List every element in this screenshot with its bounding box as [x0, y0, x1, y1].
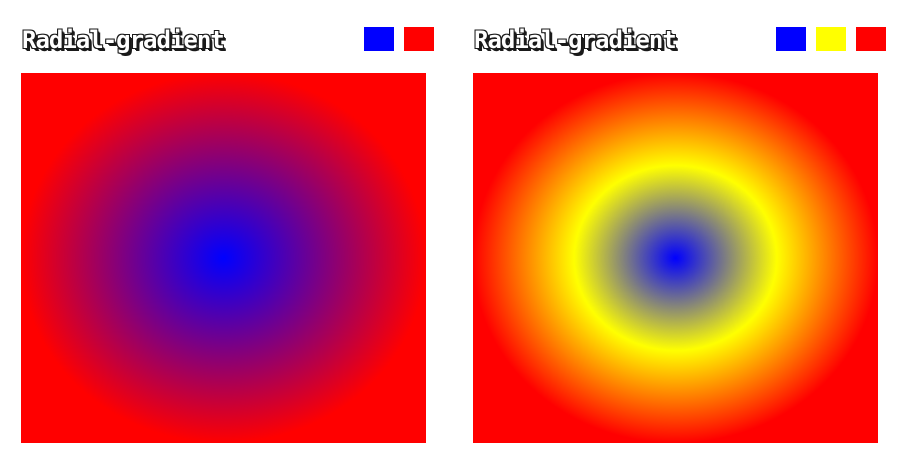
- color-swatch-yellow: [816, 27, 846, 51]
- panel-title: Radial-gradient: [21, 25, 226, 55]
- gradient-panel-two-stop: Radial-gradient: [14, 0, 434, 475]
- radial-gradient-preview: [473, 73, 878, 443]
- color-swatch-blue: [776, 27, 806, 51]
- panel-title: Radial-gradient: [473, 25, 678, 55]
- color-swatches: [364, 27, 434, 51]
- color-swatch-red: [404, 27, 434, 51]
- gradient-panel-three-stop: Radial-gradient: [466, 0, 886, 475]
- color-swatch-red: [856, 27, 886, 51]
- color-swatches: [776, 27, 886, 51]
- color-swatch-blue: [364, 27, 394, 51]
- radial-gradient-preview: [21, 73, 426, 443]
